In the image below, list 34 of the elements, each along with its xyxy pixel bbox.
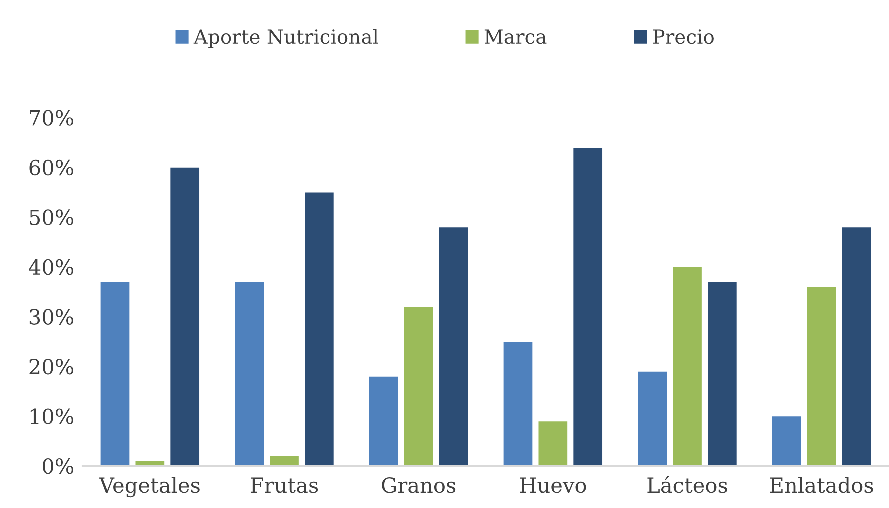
bar bbox=[572, 147, 604, 466]
bar bbox=[707, 281, 738, 466]
bar bbox=[304, 192, 335, 466]
y-tick-label: 20% bbox=[30, 358, 74, 375]
y-tick-label: 50% bbox=[30, 210, 74, 226]
bar bbox=[234, 281, 265, 466]
y-tick-label: 0% bbox=[42, 458, 74, 474]
y-tick-label: 10% bbox=[30, 408, 74, 424]
y-tick-label: 40% bbox=[29, 259, 74, 276]
x-tick-label: Huevo bbox=[520, 478, 586, 494]
bar bbox=[772, 416, 802, 466]
x-tick-label: Frutas bbox=[250, 478, 318, 494]
x-tick-label: Lácteos bbox=[648, 476, 728, 494]
bar bbox=[438, 226, 470, 466]
bar bbox=[637, 371, 668, 466]
bar bbox=[170, 167, 200, 466]
bar bbox=[841, 226, 872, 466]
y-tick-label: 60% bbox=[30, 160, 74, 176]
legend-label: Aporte Nutricional bbox=[194, 29, 378, 48]
bar bbox=[538, 420, 568, 466]
bar bbox=[672, 266, 703, 466]
bar bbox=[502, 341, 534, 466]
bar bbox=[806, 286, 838, 466]
bar bbox=[100, 281, 131, 466]
y-tick-label: 30% bbox=[30, 309, 74, 325]
legend-label: Marca bbox=[484, 30, 547, 44]
x-tick-label: Vegetales bbox=[99, 477, 200, 498]
bar bbox=[368, 376, 400, 466]
legend-label: Precio bbox=[653, 30, 714, 44]
bar bbox=[404, 306, 434, 466]
bar bbox=[269, 456, 300, 466]
x-tick-label: Enlatados bbox=[770, 477, 874, 494]
y-tick-label: 70% bbox=[30, 110, 74, 126]
x-tick-label: Granos bbox=[382, 477, 456, 494]
